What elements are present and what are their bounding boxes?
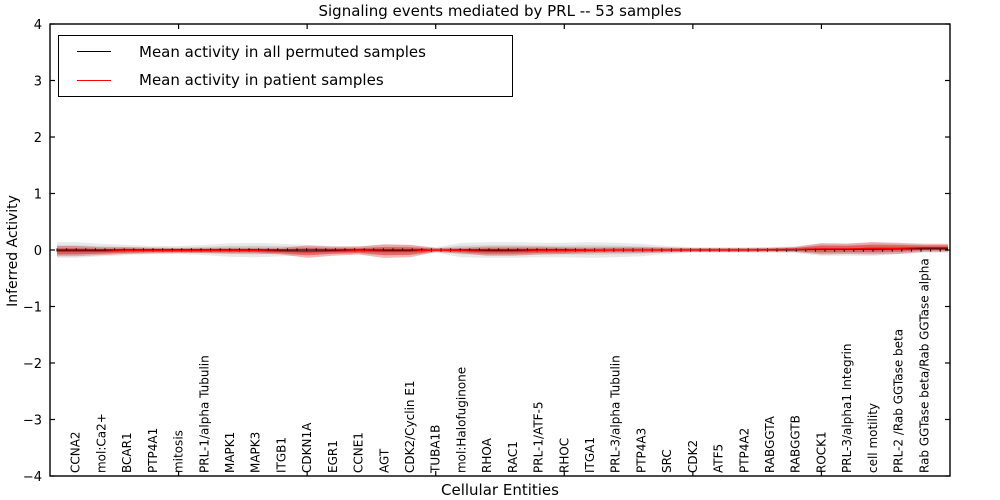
category-label: CDKN1A [300, 422, 314, 473]
category-label: TUBA1B [429, 425, 443, 474]
chart-title: Signaling events mediated by PRL -- 53 s… [318, 2, 682, 20]
category-label: MAPK1 [223, 432, 237, 473]
category-label: Rab GGTase beta/Rab GGTase alpha [917, 258, 931, 473]
category-label: PRL-1/alpha Tubulin [197, 355, 211, 473]
category-label: RABGGTB [789, 415, 803, 473]
category-label: PTP4A3 [634, 428, 648, 473]
legend-label-permuted: Mean activity in all permuted samples [139, 42, 426, 61]
legend-label-patient: Mean activity in patient samples [139, 71, 384, 90]
category-label: PTP4A1 [146, 428, 160, 473]
category-label: mitosis [172, 430, 186, 473]
category-label: PRL-1/ATF-5 [532, 401, 546, 473]
y-tick-label: 0 [34, 244, 42, 259]
legend-item-patient: Mean activity in patient samples [59, 67, 512, 93]
category-label: PRL-2 /Rab GGTase beta [892, 329, 906, 473]
permuted-line-swatch [77, 51, 111, 53]
patient-line-swatch [77, 79, 111, 81]
category-label: RABGGTA [763, 415, 777, 473]
category-label: ITGB1 [274, 437, 288, 473]
legend-item-permuted: Mean activity in all permuted samples [59, 39, 512, 65]
category-label: CDK2 [686, 440, 700, 473]
category-label: ITGA1 [583, 437, 597, 473]
category-label: PRL-3/alpha Tubulin [609, 355, 623, 473]
category-label: RHOC [557, 438, 571, 473]
category-label: RAC1 [506, 441, 520, 473]
category-label: cell motility [866, 403, 880, 473]
y-tick-label: 4 [34, 18, 42, 33]
y-tick-label: 2 [34, 131, 42, 146]
category-label: BCAR1 [120, 432, 134, 473]
y-tick-label: −2 [23, 357, 42, 372]
y-tick-label: −4 [23, 470, 42, 485]
category-label: AGT [377, 448, 391, 473]
category-label: CCNA2 [69, 431, 83, 473]
category-label: ATF5 [712, 444, 726, 473]
y-tick-label: 1 [34, 188, 42, 203]
category-label: CCNE1 [352, 432, 366, 473]
legend: Mean activity in all permuted samples Me… [58, 35, 513, 97]
category-label: CDK2/Cyclin E1 [403, 380, 417, 473]
y-tick-label: −1 [23, 301, 42, 316]
category-label: EGR1 [326, 440, 340, 473]
category-label: ROCK1 [814, 431, 828, 473]
category-label: mol:Ca2+ [94, 413, 108, 473]
category-label: SRC [660, 449, 674, 473]
category-label: RHOA [480, 437, 494, 473]
patient-mean-line [57, 247, 948, 253]
category-label: MAPK3 [249, 432, 263, 473]
category-label: PTP4A2 [737, 428, 751, 473]
x-axis-label: Cellular Entities [441, 481, 559, 499]
category-label: mol:Halofuginone [454, 367, 468, 473]
y-tick-label: −3 [23, 414, 42, 429]
y-tick-label: 3 [34, 75, 42, 90]
category-label: PRL-3/alpha1 Integrin [840, 344, 854, 474]
